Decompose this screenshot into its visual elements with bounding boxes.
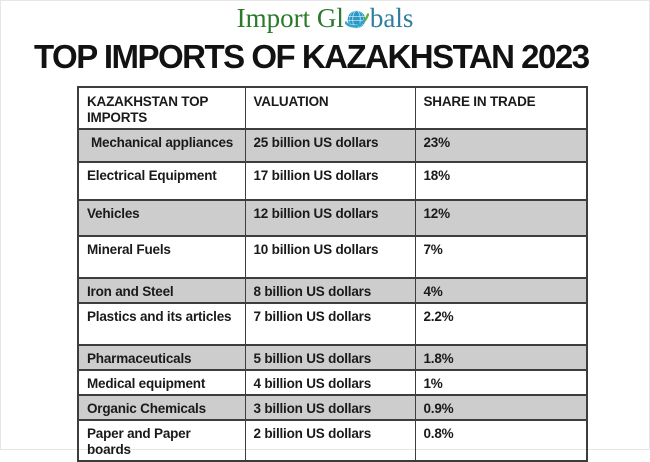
import-name-cell: Plastics and its articles: [77, 302, 246, 346]
import-name-cell: Organic Chemicals: [77, 394, 246, 421]
table-row: Iron and Steel 8 billion US dollars 4%: [77, 277, 588, 304]
valuation-cell: 10 billion US dollars: [244, 235, 416, 279]
import-name-cell: Mineral Fuels: [77, 235, 246, 279]
table-row: Organic Chemicals 3 billion US dollars 0…: [77, 394, 588, 421]
import-name-cell: Pharmaceuticals: [77, 344, 246, 371]
table-row: Plastics and its articles 7 billion US d…: [77, 302, 588, 346]
valuation-cell: 2 billion US dollars: [244, 419, 416, 462]
valuation-cell: 12 billion US dollars: [244, 199, 416, 237]
logo-text-import: Import: [236, 3, 311, 33]
page-title: TOP IMPORTS OF KAZAKHSTAN 2023: [34, 38, 590, 75]
share-cell: 2.2%: [414, 302, 588, 346]
table-row: Mechanical appliances 25 billion US doll…: [77, 128, 588, 163]
import-name-cell: Vehicles: [77, 199, 246, 237]
valuation-cell: 3 billion US dollars: [244, 394, 416, 421]
valuation-cell: 5 billion US dollars: [244, 344, 416, 371]
column-header-valuation: VALUATION: [244, 86, 416, 130]
valuation-cell: 4 billion US dollars: [244, 369, 416, 396]
table-row: Pharmaceuticals 5 billion US dollars 1.8…: [77, 344, 588, 371]
table-row: Electrical Equipment 17 billion US dolla…: [77, 161, 588, 201]
logo: Import Gl bals: [1, 1, 649, 37]
valuation-cell: 8 billion US dollars: [244, 277, 416, 304]
valuation-cell: 7 billion US dollars: [244, 302, 416, 346]
valuation-cell: 17 billion US dollars: [244, 161, 416, 201]
table-row: Vehicles 12 billion US dollars 12%: [77, 199, 588, 237]
table-row: Paper and Paper boards 2 billion US doll…: [77, 419, 588, 462]
share-cell: 12%: [414, 199, 588, 237]
share-cell: 23%: [414, 128, 588, 163]
import-name-cell: Mechanical appliances: [77, 128, 246, 163]
share-cell: 7%: [414, 235, 588, 279]
column-header-share: SHARE IN TRADE: [414, 86, 588, 130]
column-header-imports: KAZAKHSTAN TOP IMPORTS: [77, 86, 246, 130]
share-cell: 4%: [414, 277, 588, 304]
table-row: Mineral Fuels 10 billion US dollars 7%: [77, 235, 588, 279]
header-row: KAZAKHSTAN TOP IMPORTS VALUATION SHARE I…: [77, 86, 588, 130]
table-row: Medical equipment 4 billion US dollars 1…: [77, 369, 588, 396]
import-name-cell: Paper and Paper boards: [77, 419, 246, 462]
import-name-cell: Iron and Steel: [77, 277, 246, 304]
share-cell: 0.8%: [414, 419, 588, 462]
share-cell: 0.9%: [414, 394, 588, 421]
valuation-cell: 25 billion US dollars: [244, 128, 416, 163]
import-name-cell: Electrical Equipment: [77, 161, 246, 201]
share-cell: 18%: [414, 161, 588, 201]
logo-text-bals: bals: [369, 3, 414, 33]
share-cell: 1%: [414, 369, 588, 396]
share-cell: 1.8%: [414, 344, 588, 371]
globe-icon: [344, 7, 370, 37]
imports-table: KAZAKHSTAN TOP IMPORTS VALUATION SHARE I…: [77, 86, 588, 462]
logo-text-gl: Gl: [316, 3, 344, 33]
import-name-cell: Medical equipment: [77, 369, 246, 396]
